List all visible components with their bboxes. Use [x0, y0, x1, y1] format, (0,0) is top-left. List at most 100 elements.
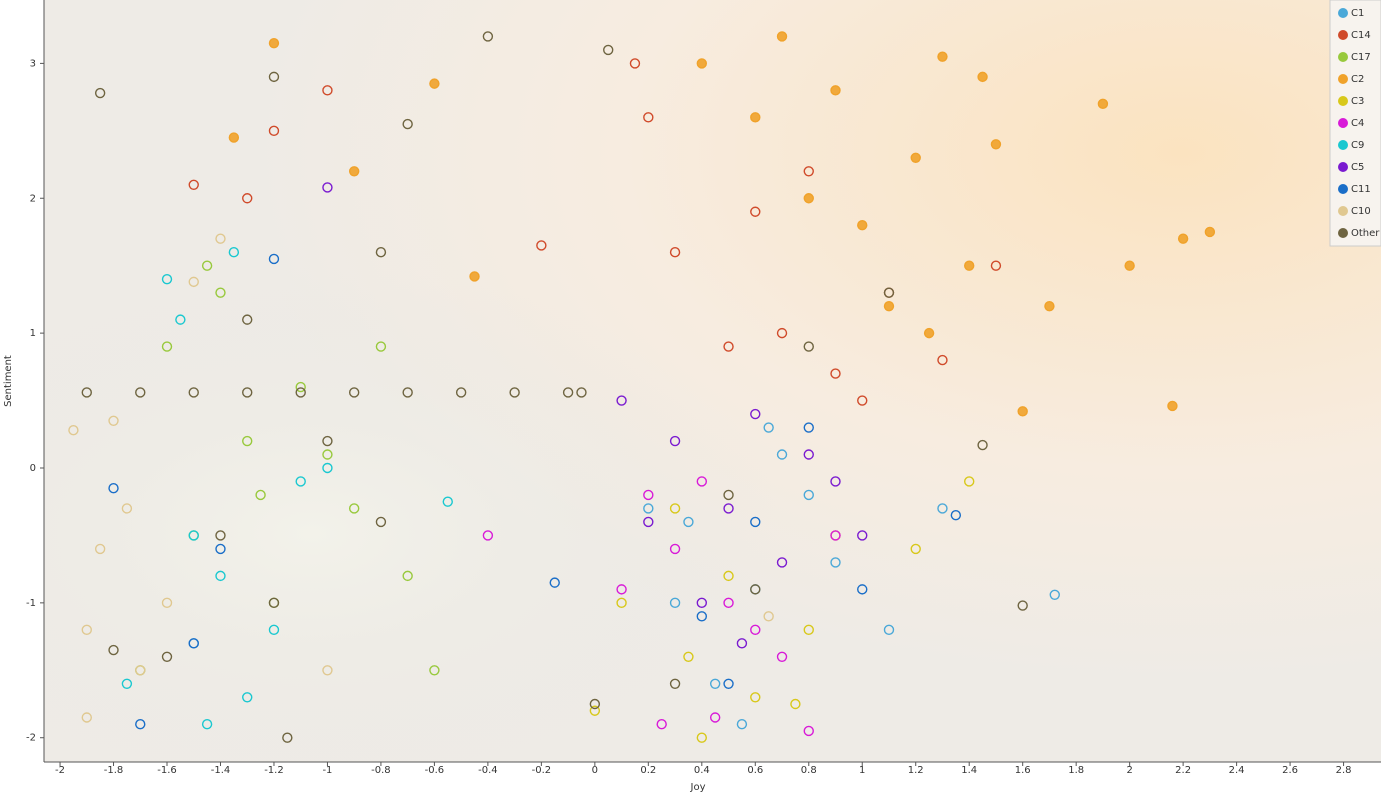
- point: [750, 624, 761, 636]
- point: [375, 247, 387, 258]
- plot-background-overlay: [44, 0, 1381, 762]
- point: [830, 368, 841, 379]
- point: [669, 503, 681, 514]
- point: [683, 651, 694, 663]
- point: [736, 638, 748, 649]
- point: [803, 193, 814, 204]
- point: [964, 260, 975, 271]
- point: [776, 327, 788, 339]
- point: [322, 665, 333, 676]
- point: [536, 240, 547, 251]
- point: [322, 462, 333, 474]
- point: [883, 624, 895, 636]
- point: [763, 611, 774, 622]
- legend-marker: [1338, 228, 1348, 238]
- legend-label: C11: [1351, 184, 1371, 195]
- point: [830, 476, 841, 487]
- point: [188, 276, 199, 288]
- point: [1204, 226, 1216, 238]
- point: [683, 516, 694, 528]
- point: [616, 584, 627, 595]
- legend-marker: [1338, 52, 1348, 62]
- point: [803, 725, 814, 737]
- point: [268, 37, 280, 49]
- point: [830, 530, 841, 541]
- point: [857, 395, 868, 406]
- point: [723, 341, 734, 352]
- y-tick-label: -2: [26, 733, 36, 744]
- point: [977, 439, 988, 451]
- point: [830, 557, 841, 568]
- legend-label: C5: [1351, 162, 1364, 173]
- point: [1177, 233, 1189, 244]
- point: [910, 152, 921, 163]
- point: [135, 719, 146, 730]
- point: [1044, 300, 1055, 312]
- point: [228, 247, 240, 258]
- y-tick-label: 0: [30, 463, 36, 474]
- point: [1017, 406, 1028, 417]
- x-tick-label: 0.2: [640, 765, 656, 776]
- point: [242, 435, 253, 447]
- point: [803, 489, 814, 501]
- point: [375, 341, 387, 352]
- point: [790, 698, 801, 710]
- x-tick-label: -0.4: [478, 765, 498, 776]
- x-tick-label: 2.2: [1175, 765, 1191, 776]
- point: [803, 449, 814, 460]
- y-tick-label: -1: [26, 598, 36, 609]
- point: [857, 584, 868, 595]
- point: [455, 387, 467, 398]
- point: [242, 314, 253, 325]
- point: [589, 705, 601, 716]
- point: [295, 381, 306, 393]
- x-tick-label: 1.8: [1068, 765, 1084, 776]
- point: [643, 516, 654, 528]
- points: [68, 31, 1216, 743]
- point: [763, 422, 774, 433]
- point: [94, 543, 106, 555]
- point: [603, 44, 614, 56]
- point: [803, 166, 814, 177]
- point: [803, 341, 814, 352]
- point: [643, 503, 654, 514]
- x-tick-label: 2.6: [1282, 765, 1298, 776]
- point: [161, 651, 173, 663]
- point: [669, 435, 681, 447]
- point: [322, 85, 333, 96]
- point: [750, 408, 761, 420]
- point: [643, 112, 654, 123]
- point: [348, 387, 360, 398]
- point: [669, 247, 681, 258]
- point: [709, 712, 721, 723]
- point: [910, 543, 921, 555]
- point: [1167, 400, 1178, 412]
- point: [723, 678, 734, 689]
- point: [108, 415, 119, 426]
- point: [268, 125, 280, 137]
- legend-label: C2: [1351, 74, 1364, 85]
- legend-marker: [1338, 118, 1348, 128]
- legend-marker: [1338, 30, 1348, 40]
- point: [937, 503, 948, 514]
- point: [282, 732, 293, 743]
- x-tick-label: 2.4: [1229, 765, 1245, 776]
- point: [68, 425, 79, 436]
- point: [669, 678, 681, 689]
- point: [776, 449, 788, 460]
- legend-label: C10: [1351, 206, 1371, 217]
- point: [242, 193, 253, 204]
- point: [161, 341, 173, 352]
- point: [81, 712, 92, 723]
- x-tick-label: -1.6: [157, 765, 177, 776]
- point: [576, 387, 587, 398]
- point: [883, 287, 895, 298]
- point: [121, 678, 133, 689]
- point: [562, 387, 574, 398]
- point: [616, 597, 627, 609]
- x-tick-label: 0.8: [801, 765, 817, 776]
- legend-marker: [1338, 8, 1348, 18]
- point: [857, 220, 868, 231]
- x-tick-label: -1.4: [211, 765, 231, 776]
